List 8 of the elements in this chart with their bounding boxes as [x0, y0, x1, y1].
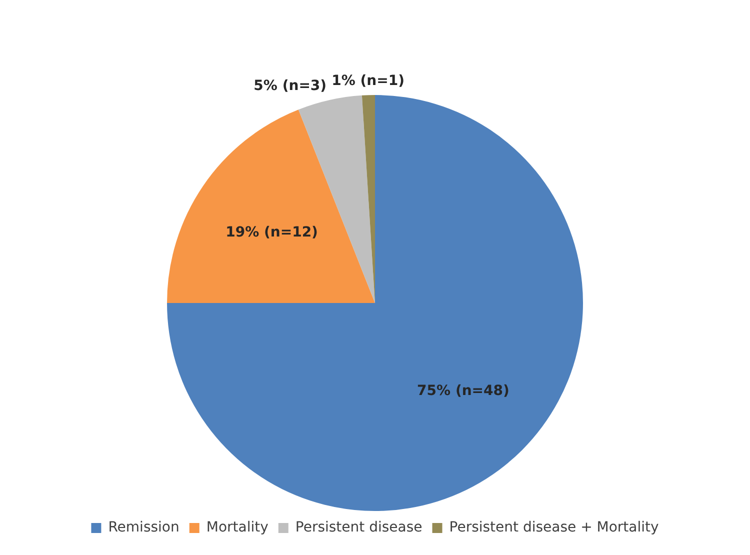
- legend-label: Persistent disease: [295, 520, 422, 536]
- data-label: 75% (n=48): [417, 382, 510, 399]
- legend-label: Mortality: [206, 520, 268, 536]
- data-label: 19% (n=12): [226, 224, 318, 240]
- data-label: 1% (n=1): [332, 72, 404, 89]
- legend-label: Persistent disease + Mortality: [449, 520, 659, 536]
- legend-label: Remission: [108, 520, 180, 536]
- data-label: 5% (n=3): [254, 78, 327, 94]
